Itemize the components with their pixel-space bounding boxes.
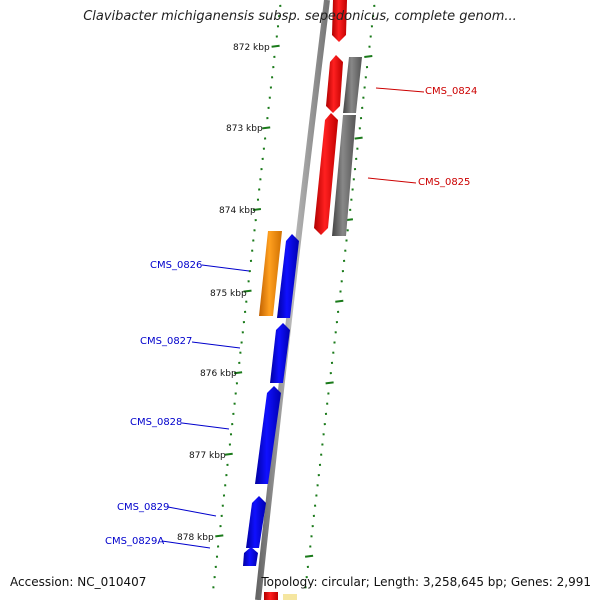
gene-label-cms0829[interactable]: CMS_0829 (117, 502, 169, 513)
major-tick (262, 127, 270, 128)
gene-label-cms0825[interactable]: CMS_0825 (418, 177, 470, 188)
major-tick (326, 382, 334, 383)
gene-label-cms0826[interactable]: CMS_0826 (150, 260, 202, 271)
gene-label-cms0828[interactable]: CMS_0828 (130, 417, 182, 428)
ruler-label: 872 kbp (233, 43, 270, 53)
leader-line-cms0825 (368, 178, 416, 183)
gene-label-cms0829a[interactable]: CMS_0829A (105, 536, 164, 547)
ruler-label: 876 kbp (200, 369, 237, 379)
ruler-label: 873 kbp (226, 124, 263, 134)
feature-bottom-red[interactable] (264, 592, 278, 600)
major-tick (272, 46, 280, 47)
leader-lines (162, 88, 424, 548)
major-tick (335, 301, 343, 302)
orange-feature-cms0826[interactable] (259, 231, 282, 316)
gray-feature-upper[interactable] (343, 57, 362, 113)
accession-text: Accession: NC_010407 (10, 575, 146, 589)
leader-line-cms0828 (182, 423, 229, 429)
leader-line-cms0824 (376, 88, 424, 92)
gene-arrow-cms0829a[interactable] (243, 547, 258, 566)
topology-text: Topology: circular; Length: 3,258,645 bp… (261, 575, 591, 589)
ruler-label: 878 kbp (177, 533, 214, 543)
gene-label-cms0827[interactable]: CMS_0827 (140, 336, 192, 347)
ruler-label: 875 kbp (210, 289, 247, 299)
major-tick (364, 56, 372, 57)
feature-layer (243, 0, 362, 600)
feature-bottom-yellow[interactable] (283, 594, 297, 600)
ruler-labels: 872 kbp 873 kbp 874 kbp 875 kbp 876 kbp … (177, 43, 270, 543)
leader-line-cms0829 (168, 507, 216, 516)
genome-title: Clavibacter michiganensis subsp. sepedon… (0, 9, 600, 24)
ruler-label: 874 kbp (219, 206, 256, 216)
leader-line-cms0826 (202, 265, 249, 271)
major-tick (215, 535, 223, 536)
ruler-label: 877 kbp (189, 451, 226, 461)
major-tick (355, 138, 363, 139)
gene-label-cms0824[interactable]: CMS_0824 (425, 86, 477, 97)
major-tick (305, 556, 313, 557)
major-tick (225, 454, 233, 455)
leader-line-cms0827 (192, 342, 240, 348)
gene-arrow-cms0824[interactable] (326, 55, 343, 113)
